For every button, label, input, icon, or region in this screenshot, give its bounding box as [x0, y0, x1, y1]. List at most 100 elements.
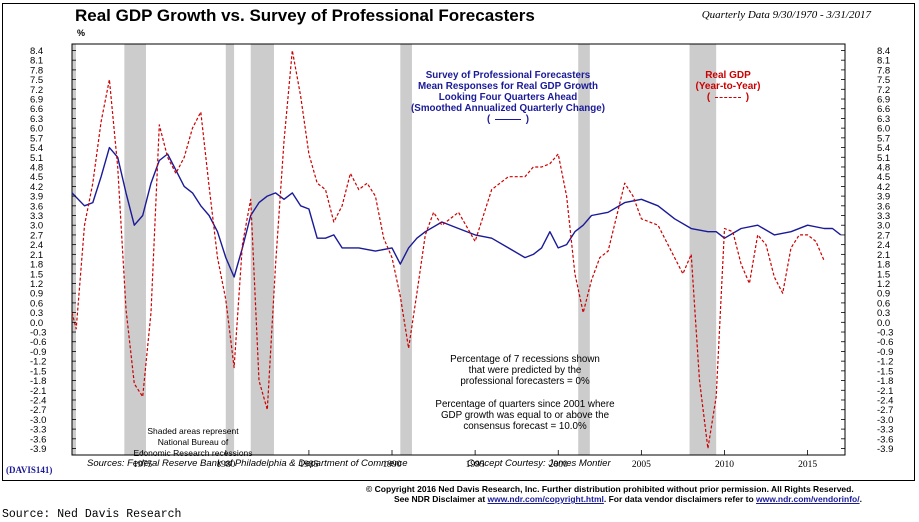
y-tick-label-right: -0.6: [877, 337, 893, 348]
y-tick-label-right: 1.5: [877, 269, 890, 280]
y-tick-label-left: -3.3: [30, 425, 46, 436]
y-tick-label-left: 2.1: [30, 250, 43, 261]
y-tick-label-right: 2.4: [877, 240, 890, 251]
y-tick-label-left: -2.1: [30, 386, 46, 397]
y-tick-label-left: 7.2: [30, 85, 43, 96]
recession-prediction-note: Percentage of 7 recessions shown that we…: [450, 354, 600, 387]
y-tick-label-left: -3.9: [30, 444, 46, 455]
y-tick-label-left: -1.2: [30, 357, 46, 368]
gdp-legend-line: [715, 96, 741, 98]
y-tick-label-right: -1.8: [877, 376, 893, 387]
y-tick-label-right: 6.0: [877, 124, 890, 135]
y-tick-label-right: 7.2: [877, 85, 890, 96]
y-tick-label-left: -3.0: [30, 415, 46, 426]
y-tick-label-left: 5.1: [30, 153, 43, 164]
y-tick-label-left: 4.5: [30, 172, 43, 183]
y-tick-label-right: 5.7: [877, 133, 890, 144]
recession-shading: [72, 44, 717, 455]
y-tick-label-right: 6.9: [877, 95, 890, 106]
y-tick-label-right: 6.6: [877, 104, 890, 115]
copyright-link[interactable]: www.ndr.com/copyright.html: [487, 494, 604, 504]
x-tick-label: 2010: [715, 460, 734, 470]
y-tick-label-left: 5.7: [30, 133, 43, 144]
recession-band-4: [250, 44, 274, 455]
y-tick-label-right: 3.3: [877, 211, 890, 222]
y-tick-label-right: 5.1: [877, 153, 890, 164]
y-tick-label-left: 0.6: [30, 298, 43, 309]
gdp-series-label: Real GDP (Year-to-Year) ( ): [688, 70, 768, 103]
y-tick-label-right: 4.8: [877, 162, 890, 173]
recession-band-1: [72, 44, 76, 455]
x-tick-label: 1985: [299, 460, 318, 470]
y-tick-label-left: -1.5: [30, 366, 46, 377]
x-tick-label: 2005: [632, 460, 651, 470]
y-tick-label-left: -0.6: [30, 337, 46, 348]
data-period: Quarterly Data 9/30/1970 - 3/31/2017: [701, 9, 871, 21]
unit-mark: %: [77, 28, 86, 38]
y-tick-label-left: 2.7: [30, 230, 43, 241]
plot-border: [71, 43, 846, 456]
gdp-legend-key: ( ): [706, 92, 750, 103]
y-tick-label-right: 3.9: [877, 192, 890, 203]
chart-title: Real GDP Growth vs. Survey of Profession…: [75, 6, 535, 25]
consensus-note: Percentage of quarters since 2001 where …: [435, 399, 615, 432]
recession-band-5: [400, 44, 412, 455]
chart-frame: [2, 3, 915, 481]
y-tick-label-right: 3.6: [877, 201, 890, 212]
copyright-text: © Copyright 2016 Ned Davis Research, Inc…: [366, 484, 854, 494]
source-caption: Source: Ned Davis Research: [2, 508, 182, 521]
y-tick-label-right: 3.0: [877, 221, 890, 232]
y-tick-label-right: -2.1: [877, 386, 893, 397]
disclaimer-text: See NDR Disclaimer at www.ndr.com/copyri…: [394, 494, 862, 504]
y-tick-label-right: 7.5: [877, 75, 890, 86]
spf-forecast-line: [71, 146, 842, 278]
y-tick-label-right: 7.8: [877, 65, 890, 76]
y-tick-label-left: 8.1: [30, 56, 43, 67]
recession-shading-note: Shaded areas represent National Bureau o…: [133, 426, 253, 458]
axis-ticks: 8.4 8.48.1 8.17.8 7.87.5 7.57.2 7.26.9 6.96.6 6…: [30, 46, 893, 470]
y-tick-label-left: -2.7: [30, 405, 46, 416]
y-tick-label-right: -2.4: [877, 395, 893, 406]
vendor-info-link[interactable]: www.ndr.com/vendorinfo/: [756, 494, 860, 504]
spf-series-label: Survey of Professional Forecasters Mean …: [388, 70, 628, 125]
sources-text: Sources: Federal Reserve Bank of Philade…: [87, 458, 408, 469]
y-tick-label-right: 4.5: [877, 172, 890, 183]
y-tick-label-right: -3.0: [877, 415, 893, 426]
x-tick-label: 1980: [216, 460, 235, 470]
y-tick-label-right: 8.1: [877, 56, 890, 67]
y-tick-label-left: 4.2: [30, 182, 43, 193]
y-tick-label-right: -0.3: [877, 328, 893, 339]
x-tick-label: 2000: [549, 460, 568, 470]
concept-credit: Concept Courtesy: James Montier: [467, 458, 611, 469]
y-tick-label-left: 0.9: [30, 289, 43, 300]
y-tick-label-left: 6.9: [30, 95, 43, 106]
y-tick-label-left: -1.8: [30, 376, 46, 387]
x-tick-label: 1995: [466, 460, 485, 470]
x-tick-label: 2015: [798, 460, 817, 470]
y-tick-label-left: 7.5: [30, 75, 43, 86]
y-tick-label-right: 6.3: [877, 114, 890, 125]
y-tick-label-right: 8.4: [877, 46, 890, 57]
y-tick-label-right: -3.9: [877, 444, 893, 455]
plot-area: [71, 43, 846, 456]
y-tick-label-right: 0.0: [877, 318, 890, 329]
y-tick-label-left: 5.4: [30, 143, 43, 154]
y-tick-label-right: -3.3: [877, 425, 893, 436]
y-tick-label-left: -3.6: [30, 434, 46, 445]
y-tick-label-left: 0.0: [30, 318, 43, 329]
gdp-label-line2: (Year-to-Year): [695, 81, 761, 92]
y-tick-label-right: -3.6: [877, 434, 893, 445]
y-tick-label-left: 1.2: [30, 279, 43, 290]
series-lines: [71, 49, 842, 450]
y-tick-label-left: 8.4: [30, 46, 43, 57]
y-tick-label-left: 6.6: [30, 104, 43, 115]
recession-band-7: [689, 44, 717, 455]
y-tick-label-left: 6.3: [30, 114, 43, 125]
recession-band-6: [578, 44, 590, 455]
y-tick-label-right: -2.7: [877, 405, 893, 416]
y-tick-label-left: 7.8: [30, 65, 43, 76]
y-tick-label-left: 3.9: [30, 192, 43, 203]
y-tick-label-left: -2.4: [30, 395, 46, 406]
y-tick-label-right: 4.2: [877, 182, 890, 193]
